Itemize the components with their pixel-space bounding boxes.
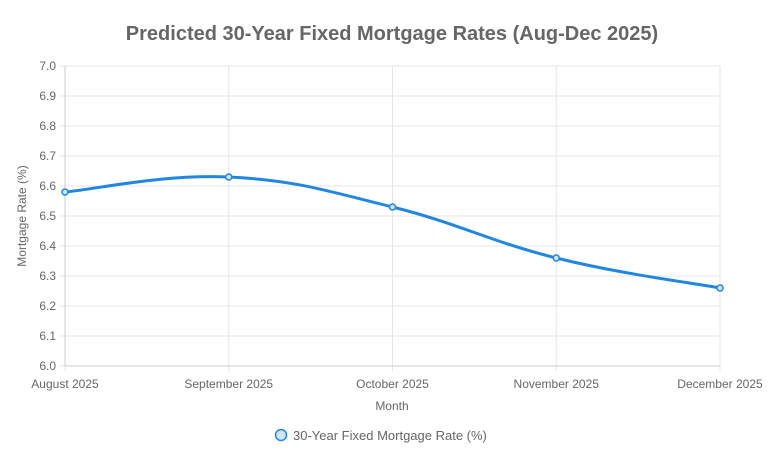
data-point[interactable] — [225, 173, 233, 181]
data-point[interactable] — [716, 284, 724, 292]
series-layer — [61, 173, 724, 292]
x-tick-label: August 2025 — [31, 377, 99, 391]
y-tick-label: 6.8 — [39, 119, 56, 133]
data-point[interactable] — [61, 188, 69, 196]
x-tick-label: November 2025 — [514, 377, 600, 391]
x-axis-label: Month — [375, 399, 408, 413]
x-tick-label: December 2025 — [677, 377, 763, 391]
y-tick-label: 6.7 — [39, 149, 56, 163]
y-tick-label: 7.0 — [39, 59, 56, 73]
legend-label: 30-Year Fixed Mortgage Rate (%) — [293, 428, 487, 443]
y-tick-label: 6.5 — [39, 209, 56, 223]
legend-marker-icon — [274, 428, 288, 442]
y-tick-label: 6.1 — [39, 329, 56, 343]
y-tick-label: 6.4 — [39, 239, 56, 253]
x-tick-label: September 2025 — [184, 377, 273, 391]
y-tick-label: 6.6 — [39, 179, 56, 193]
x-axis-ticks: August 2025 September 2025 October 2025 Nov… — [31, 377, 763, 391]
data-point[interactable] — [388, 203, 397, 211]
y-axis-label: Mortgage Rate (%) — [15, 165, 29, 266]
y-tick-label: 6.3 — [39, 269, 56, 283]
chart-title: Predicted 30-Year Fixed Mortgage Rates (… — [126, 23, 658, 45]
grid-lines — [60, 65, 721, 371]
y-tick-label: 6.0 — [39, 359, 56, 373]
y-axis-ticks: 7.0 6.9 6.8 6.7 6.6 6.5 6.4 6.3 6.2 6.1 6.0 — [39, 59, 56, 373]
x-tick-label: October 2025 — [356, 377, 429, 391]
data-point[interactable] — [552, 254, 560, 262]
y-tick-label: 6.2 — [39, 299, 56, 313]
y-tick-label: 6.9 — [39, 89, 56, 103]
legend[interactable]: 30-Year Fixed Mortgage Rate (%) — [274, 428, 487, 443]
